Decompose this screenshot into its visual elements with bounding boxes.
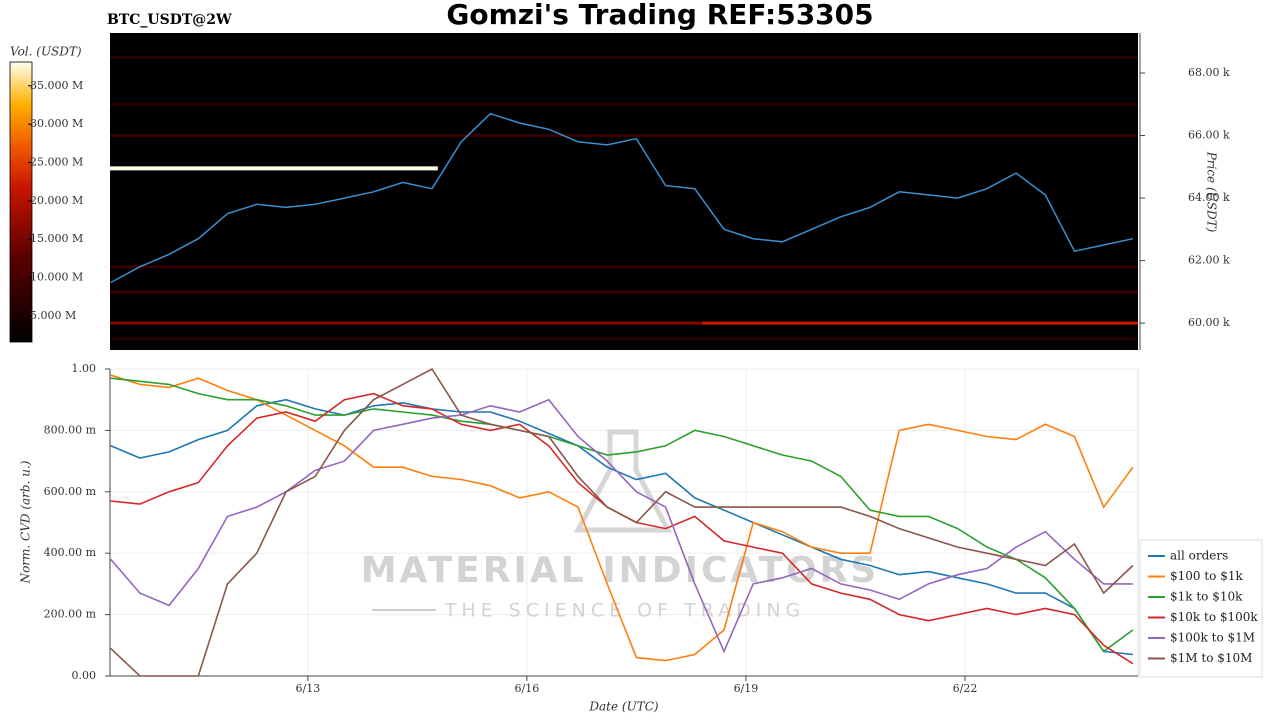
chart-title: Gomzi's Trading REF:53305 (446, 0, 873, 31)
heatmap-level (110, 166, 438, 171)
heatmap-level (110, 321, 703, 325)
legend-label: $1k to $10k (1170, 590, 1243, 604)
y-tick-label: 400.00 m (44, 546, 97, 559)
heatmap-level (110, 337, 1138, 341)
colorbar-tick-label: 35.000 M (30, 79, 83, 92)
heatmap-level (702, 321, 1138, 325)
x-axis-label: Date (UTC) (588, 700, 658, 714)
line (110, 377, 1134, 653)
heatmap-level (110, 290, 1138, 294)
line (110, 398, 1133, 656)
colorbar-tick-label: 20.000 M (30, 194, 83, 207)
legend-label: $100 to $1k (1170, 569, 1243, 583)
cvd-plot-area (109, 368, 1139, 677)
heatmap-background (110, 33, 1138, 350)
y-tick-label: 62.00 k (1188, 254, 1230, 267)
colorbar-label: Vol. (USDT) (10, 45, 82, 59)
chart-subtitle: BTC_USDT@2W (107, 12, 232, 28)
line (110, 398, 1133, 654)
y-tick-label: 1.00 (72, 362, 97, 375)
y-axis-label: Price (USDT) (1205, 151, 1219, 233)
heatmap-level (110, 55, 1138, 59)
watermark: MATERIAL INDICATORS THE SCIENCE OF TRADI… (361, 429, 880, 622)
heatmap-level (110, 134, 1138, 138)
y-tick-label: 600.00 m (44, 485, 97, 498)
watermark-text: MATERIAL INDICATORS (361, 550, 880, 591)
watermark-logo (573, 429, 673, 533)
line (110, 112, 1134, 284)
legend-label: all orders (1170, 549, 1228, 563)
y-axis-label: Norm. CVD (arb. u.) (19, 460, 33, 584)
y-tick-label: 64.00 k (1188, 191, 1230, 204)
x-tick-label: 6/13 (296, 682, 321, 695)
x-tick-label: 6/19 (734, 682, 759, 695)
colorbar-tick-label: 25.000 M (30, 155, 83, 168)
y-tick-label: 68.00 k (1188, 66, 1230, 79)
legend (1139, 539, 1263, 678)
x-tick-label: 6/16 (515, 682, 540, 695)
heatmap-level (110, 265, 1138, 269)
legend-label: $100k to $1M (1170, 631, 1255, 645)
colorbar (9, 61, 33, 343)
legend-label: $1M to $10M (1170, 651, 1252, 665)
colorbar-tick-label: 10.000 M (30, 271, 83, 284)
y-tick-label: 0.00 (72, 669, 97, 682)
legend-label: $10k to $100k (1170, 610, 1258, 624)
colorbar-tick-label: 15.000 M (30, 232, 83, 245)
y-tick-label: 66.00 k (1188, 129, 1230, 142)
line (110, 367, 1134, 677)
watermark-text: THE SCIENCE OF TRADING (444, 600, 806, 622)
y-tick-label: 60.00 k (1188, 316, 1230, 329)
x-tick-label: 6/22 (953, 682, 978, 695)
heatmap-level (110, 102, 1138, 106)
colorbar-tick-label: 5.000 M (30, 309, 76, 322)
colorbar-tick-label: 30.000 M (30, 117, 83, 130)
y-tick-label: 200.00 m (44, 608, 97, 621)
y-tick-label: 800.00 m (44, 423, 97, 436)
